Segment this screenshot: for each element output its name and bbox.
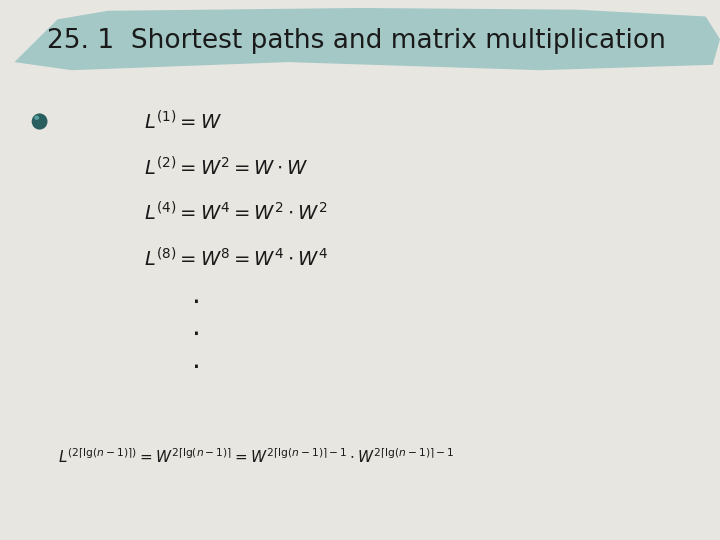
Polygon shape <box>14 8 720 70</box>
Text: $\cdot$: $\cdot$ <box>191 321 199 348</box>
Ellipse shape <box>35 116 40 120</box>
Text: $\cdot$: $\cdot$ <box>191 354 199 381</box>
Text: $L^{(2\lceil \lg(n-1) \rceil)} = W^{2\lceil \lg(n-1) \rceil} = W^{2\lceil \lg(n-: $L^{(2\lceil \lg(n-1) \rceil)} = W^{2\lc… <box>58 447 454 465</box>
Text: 25. 1  Shortest paths and matrix multiplication: 25. 1 Shortest paths and matrix multipli… <box>47 28 666 53</box>
Text: $L^{(4)} = W^4 = W^2 \cdot W^2$: $L^{(4)} = W^4 = W^2 \cdot W^2$ <box>144 202 328 225</box>
Text: $L^{(2)} = W^2 = W \cdot W$: $L^{(2)} = W^2 = W \cdot W$ <box>144 156 309 179</box>
Ellipse shape <box>32 113 48 130</box>
Text: $L^{(8)} = W^8 = W^4 \cdot W^4$: $L^{(8)} = W^8 = W^4 \cdot W^4$ <box>144 248 328 271</box>
Text: $L^{(1)} = W$: $L^{(1)} = W$ <box>144 110 222 133</box>
Text: $\cdot$: $\cdot$ <box>191 289 199 316</box>
